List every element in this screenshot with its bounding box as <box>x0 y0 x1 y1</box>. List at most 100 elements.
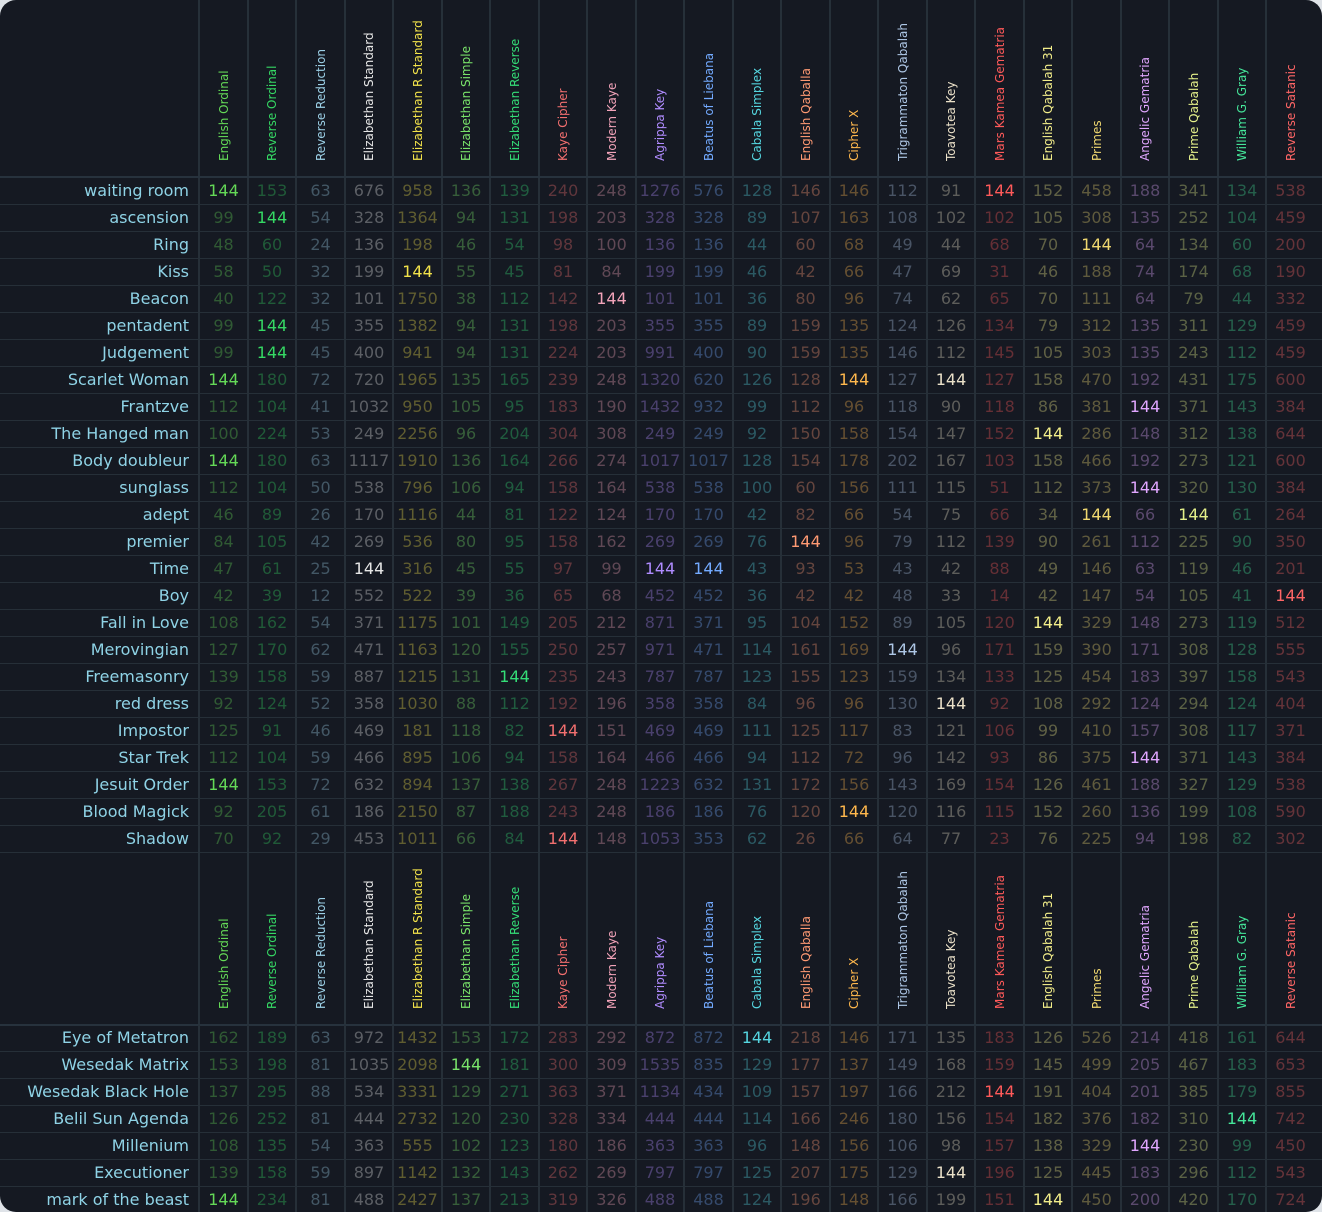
value-cell[interactable]: 158 <box>1023 367 1071 393</box>
value-cell-match[interactable]: 144 <box>1120 475 1168 501</box>
value-cell[interactable]: 887 <box>344 664 392 690</box>
value-cell[interactable]: 114 <box>732 637 780 663</box>
value-cell[interactable]: 131 <box>732 772 780 798</box>
value-cell[interactable]: 198 <box>1168 826 1217 852</box>
value-cell[interactable]: 59 <box>295 664 344 690</box>
phrase-label[interactable]: Body doubleur <box>72 451 189 470</box>
value-cell[interactable]: 129 <box>877 1160 926 1186</box>
value-cell[interactable]: 512 <box>1265 610 1314 636</box>
value-cell[interactable]: 92 <box>732 421 780 447</box>
value-cell[interactable]: 133 <box>974 664 1023 690</box>
value-cell[interactable]: 72 <box>295 772 344 798</box>
value-cell[interactable]: 164 <box>586 745 635 771</box>
value-cell[interactable]: 172 <box>780 772 829 798</box>
value-cell[interactable]: 941 <box>392 340 441 366</box>
value-cell[interactable]: 101 <box>683 286 732 312</box>
phrase-label[interactable]: Kiss <box>157 262 189 281</box>
value-cell-match[interactable]: 144 <box>974 178 1023 204</box>
value-cell[interactable]: 224 <box>247 421 295 447</box>
value-cell[interactable]: 63 <box>295 1025 344 1051</box>
value-cell[interactable]: 972 <box>344 1025 392 1051</box>
value-cell[interactable]: 466 <box>344 745 392 771</box>
value-cell[interactable]: 59 <box>295 745 344 771</box>
value-cell-match[interactable]: 144 <box>1071 502 1120 528</box>
value-cell[interactable]: 169 <box>829 637 877 663</box>
value-cell[interactable]: 600 <box>1265 367 1314 393</box>
value-cell[interactable]: 950 <box>392 394 441 420</box>
phrase-label[interactable]: red dress <box>114 694 189 713</box>
value-cell[interactable]: 112 <box>198 475 247 501</box>
value-cell[interactable]: 111 <box>877 475 926 501</box>
cipher-column-header[interactable]: Cipher X <box>829 0 877 176</box>
value-cell[interactable]: 143 <box>489 1160 538 1186</box>
value-cell[interactable]: 632 <box>344 772 392 798</box>
value-cell[interactable]: 101 <box>344 286 392 312</box>
value-cell[interactable]: 154 <box>780 448 829 474</box>
value-cell[interactable]: 96 <box>926 637 974 663</box>
value-cell[interactable]: 24 <box>295 232 344 258</box>
value-cell[interactable]: 159 <box>974 1052 1023 1078</box>
value-cell[interactable]: 51 <box>974 475 1023 501</box>
value-cell[interactable]: 65 <box>538 583 586 609</box>
value-cell[interactable]: 134 <box>1217 178 1265 204</box>
value-cell[interactable]: 358 <box>344 691 392 717</box>
value-cell-match[interactable]: 144 <box>683 556 732 582</box>
value-cell[interactable]: 54 <box>295 1133 344 1159</box>
value-cell-match[interactable]: 144 <box>198 1187 247 1212</box>
table-row[interactable]: waiting room 144 153 63 676 958 136 139 240 248 12… <box>0 178 1322 205</box>
value-cell-match[interactable]: 144 <box>780 529 829 555</box>
value-cell-match[interactable]: 144 <box>926 1160 974 1186</box>
value-cell-match[interactable]: 144 <box>974 1079 1023 1105</box>
value-cell[interactable]: 96 <box>441 421 489 447</box>
value-cell[interactable]: 240 <box>538 178 586 204</box>
value-cell[interactable]: 125 <box>1023 1160 1071 1186</box>
value-cell[interactable]: 46 <box>441 232 489 258</box>
value-cell[interactable]: 249 <box>635 421 683 447</box>
value-cell[interactable]: 92 <box>974 691 1023 717</box>
value-cell[interactable]: 76 <box>732 529 780 555</box>
value-cell[interactable]: 538 <box>635 475 683 501</box>
value-cell[interactable]: 243 <box>586 664 635 690</box>
value-cell-match[interactable]: 144 <box>877 637 926 663</box>
value-cell[interactable]: 112 <box>780 745 829 771</box>
value-cell-match[interactable]: 144 <box>538 826 586 852</box>
value-cell[interactable]: 243 <box>1168 340 1217 366</box>
value-cell[interactable]: 55 <box>489 556 538 582</box>
value-cell[interactable]: 308 <box>1168 718 1217 744</box>
value-cell[interactable]: 153 <box>198 1052 247 1078</box>
value-cell[interactable]: 54 <box>295 610 344 636</box>
value-cell[interactable]: 60 <box>780 232 829 258</box>
value-cell[interactable]: 182 <box>1120 1106 1168 1132</box>
phrase-label[interactable]: Belil Sun Agenda <box>53 1109 189 1128</box>
phrase-label[interactable]: Fall in Love <box>100 613 189 632</box>
value-cell[interactable]: 50 <box>247 259 295 285</box>
value-cell[interactable]: 488 <box>635 1187 683 1212</box>
value-cell[interactable]: 312 <box>1071 313 1120 339</box>
value-cell[interactable]: 120 <box>780 799 829 825</box>
value-cell[interactable]: 453 <box>344 826 392 852</box>
value-cell[interactable]: 135 <box>441 367 489 393</box>
cipher-column-header[interactable]: English Qabalah 31 <box>1023 848 1071 1024</box>
value-cell[interactable]: 212 <box>926 1079 974 1105</box>
value-cell[interactable]: 45 <box>295 313 344 339</box>
phrase-label[interactable]: waiting room <box>84 181 189 200</box>
value-cell[interactable]: 106 <box>441 475 489 501</box>
value-cell[interactable]: 444 <box>344 1106 392 1132</box>
value-cell[interactable]: 787 <box>683 664 732 690</box>
phrase-label[interactable]: Shadow <box>125 829 189 848</box>
value-cell[interactable]: 129 <box>441 1079 489 1105</box>
cipher-column-header[interactable]: Trigrammaton Qabalah <box>877 0 926 176</box>
cipher-column-header[interactable]: English Qaballa <box>780 0 829 176</box>
value-cell[interactable]: 55 <box>441 259 489 285</box>
value-cell[interactable]: 458 <box>1071 178 1120 204</box>
cipher-column-header[interactable]: Angelic Gematria <box>1120 848 1168 1024</box>
value-cell[interactable]: 269 <box>586 1160 635 1186</box>
value-cell[interactable]: 108 <box>1217 799 1265 825</box>
value-cell[interactable]: 137 <box>198 1079 247 1105</box>
value-cell[interactable]: 1382 <box>392 313 441 339</box>
value-cell[interactable]: 70 <box>198 826 247 852</box>
value-cell[interactable]: 41 <box>1217 583 1265 609</box>
value-cell[interactable]: 2256 <box>392 421 441 447</box>
value-cell[interactable]: 89 <box>732 205 780 231</box>
value-cell-match[interactable]: 144 <box>1120 1133 1168 1159</box>
